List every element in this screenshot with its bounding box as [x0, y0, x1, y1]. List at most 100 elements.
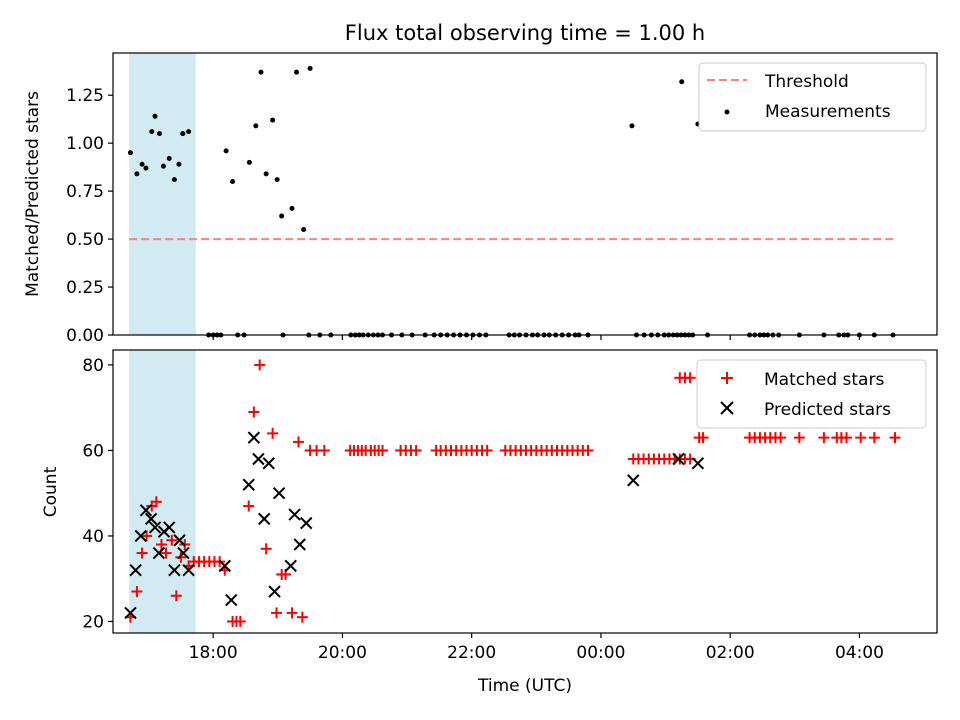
bottom-shaded-interval — [129, 350, 196, 633]
bottom-legend-box — [696, 359, 927, 429]
matched-star-point — [136, 547, 148, 559]
matched-star-point — [141, 530, 153, 542]
legend-matched-swatch — [721, 372, 733, 384]
predicted-star-point — [242, 478, 255, 491]
top-y-tick-label: 0.50 — [66, 230, 104, 250]
measurement-point — [160, 163, 166, 169]
matched-star-point — [286, 607, 298, 619]
predicted-star-point — [152, 546, 166, 560]
bottom-x-tick-label: 20:00 — [318, 643, 367, 663]
matched-star-point — [818, 432, 830, 444]
matched-star-point — [775, 432, 787, 444]
top-legend-box — [698, 62, 927, 132]
measurement-point — [157, 131, 163, 137]
measurement-point — [127, 150, 133, 156]
predicted-star-point — [148, 521, 162, 534]
predicted-star-point — [139, 504, 153, 517]
measurement-point — [629, 123, 635, 129]
matched-star-point — [155, 539, 167, 551]
bottom-legend: Matched stars Predicted stars — [696, 359, 927, 429]
legend-predicted-swatch — [720, 401, 734, 415]
predicted-star-point — [288, 508, 301, 521]
bottom-x-tick-label: 04:00 — [835, 643, 884, 663]
measurement-point — [152, 113, 158, 119]
measurement-point — [294, 69, 300, 75]
measurement-point — [279, 213, 285, 219]
matched-star-point — [582, 444, 594, 456]
predicted-star-point — [129, 563, 142, 577]
predicted-star-point — [182, 563, 195, 577]
predicted-star-point — [252, 452, 265, 466]
top-shaded-interval — [129, 53, 196, 335]
measurement-point — [258, 69, 264, 75]
measurement-point — [223, 148, 229, 154]
predicted-star-point — [163, 521, 176, 534]
matched-star-point — [855, 432, 867, 444]
measurement-point — [253, 123, 259, 129]
top-y-axis-label: Matched/Predicted stars — [23, 91, 43, 297]
predicted-star-point — [691, 457, 705, 470]
measurement-point — [143, 165, 149, 171]
predicted-star-point — [272, 487, 286, 500]
predicted-star-point — [268, 585, 281, 598]
measurement-point — [134, 171, 140, 177]
measurement-point — [166, 156, 172, 162]
predicted-star-point — [672, 452, 685, 466]
matched-star-point — [376, 444, 388, 456]
predicted-star-point — [177, 546, 190, 560]
measurement-point — [274, 177, 280, 183]
bottom-x-tick-label: 02:00 — [706, 643, 755, 663]
chart-title: Flux total observing time = 1.00 h — [345, 21, 705, 45]
measurement-point — [139, 161, 145, 167]
predicted-star-point — [124, 606, 137, 620]
legend-measurements-swatch — [724, 109, 730, 115]
matched-star-point — [175, 551, 187, 563]
predicted-star-point — [218, 559, 232, 573]
top-y-tick-label: 0.75 — [66, 182, 104, 202]
measurement-point — [176, 161, 182, 167]
matched-star-point — [296, 611, 308, 623]
matched-star-point — [260, 543, 272, 555]
legend-threshold-label: Threshold — [764, 72, 849, 92]
measurement-point — [186, 129, 192, 135]
measurement-point — [171, 177, 177, 183]
legend-matched-label: Matched stars — [764, 370, 884, 390]
matched-star-point — [267, 427, 279, 439]
top-y-tick-label: 0.25 — [66, 278, 104, 298]
top-legend: Threshold Measurements — [698, 62, 927, 132]
matched-star-point — [234, 615, 246, 627]
matched-star-point — [160, 547, 172, 559]
measurement-point — [180, 131, 186, 137]
matched-star-point — [170, 590, 182, 602]
bottom-x-tick-label: 18:00 — [189, 643, 238, 663]
matched-star-point — [697, 432, 709, 444]
legend-measurements-label: Measurements — [765, 102, 891, 122]
predicted-star-point — [258, 512, 271, 526]
x-axis-label: Time (UTC) — [477, 676, 572, 696]
top-panel: 0.00 0.25 0.50 0.75 1.00 1.25 Matched/Predict… — [23, 52, 938, 346]
bottom-y-tick-label: 60 — [82, 441, 104, 461]
measurement-point — [270, 117, 276, 123]
predicted-star-point — [262, 457, 275, 470]
matched-star-point — [248, 406, 260, 418]
bottom-y-tick-label: 40 — [82, 527, 104, 547]
matched-star-point — [868, 432, 880, 444]
matched-star-point — [318, 444, 330, 456]
top-y-tick-label: 1.00 — [66, 134, 104, 154]
predicted-star-point — [144, 512, 158, 526]
predicted-star-point — [225, 593, 238, 607]
measurement-point — [246, 159, 252, 165]
predicted-star-point — [293, 538, 306, 551]
measurement-point — [149, 129, 155, 135]
matched-star-point — [131, 586, 143, 598]
measurement-point — [289, 205, 295, 211]
predicted-star-point — [173, 534, 186, 547]
predicted-star-point — [168, 563, 181, 577]
predicted-star-point — [247, 431, 261, 444]
matched-star-point — [292, 436, 304, 448]
measurement-point — [301, 226, 307, 232]
matched-star-point — [481, 444, 493, 456]
matched-star-point — [684, 372, 696, 384]
bottom-axes-frame — [112, 349, 938, 634]
